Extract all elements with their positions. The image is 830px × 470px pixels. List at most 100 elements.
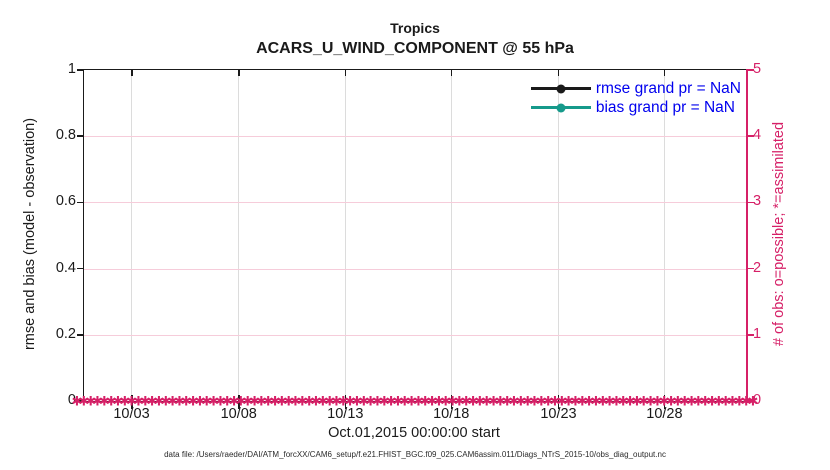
vertical-gridline [131, 70, 132, 401]
assimilated-obs-marker: ✱ [447, 393, 458, 409]
x-axis-bottom-tick [131, 395, 133, 409]
assimilated-obs-marker: ✱ [727, 393, 738, 409]
left-axis-tick [76, 201, 83, 204]
assimilated-obs-marker: ✱ [604, 393, 616, 409]
assimilated-obs-marker: ✱ [610, 393, 622, 409]
right-axis-line [746, 68, 748, 403]
x-axis-top-tick [557, 70, 560, 76]
assimilated-obs-marker: ✱ [563, 393, 575, 409]
assimilated-obs-marker: ✱ [556, 393, 568, 409]
assimilated-obs-marker: ✱ [249, 393, 260, 409]
right-y-tick-label: 4 [753, 127, 762, 144]
assimilated-obs-marker: ✱ [740, 393, 752, 409]
left-y-axis-label: rmse and bias (model - observation) [22, 117, 38, 351]
assimilated-obs-marker: ✱ [570, 393, 581, 409]
assimilated-obs-marker: ✱ [228, 393, 240, 409]
right-axis-tick [747, 334, 754, 336]
x-axis-bottom-tick [663, 395, 666, 409]
assimilated-obs-marker: ✱ [474, 393, 486, 409]
right-axis-tick [747, 69, 754, 71]
legend: rmse grand pr = NaN bias grand pr = NaN [530, 79, 741, 117]
assimilated-obs-marker: ✱ [180, 393, 192, 409]
assimilated-obs-marker: ✱ [324, 393, 336, 409]
assimilated-obs-marker: ✱ [713, 393, 725, 409]
vertical-gridline [238, 70, 240, 401]
horizontal-gridline [84, 202, 746, 204]
legend-label-bias: bias grand pr = NaN [595, 99, 735, 116]
data-file-path: data file: /Users/raeder/DAI/ATM_forcXX/… [164, 450, 666, 459]
assimilated-obs-marker: ✱ [378, 393, 390, 409]
assimilated-obs-marker: ✱ [269, 393, 281, 409]
assimilated-obs-marker: ✱ [290, 393, 301, 409]
assimilated-obs-marker: ✱ [583, 393, 595, 409]
assimilated-obs-marker: ✱ [658, 393, 670, 409]
assimilated-obs-marker: ✱ [617, 393, 629, 409]
assimilated-obs-marker: ✱ [276, 393, 288, 409]
left-y-tick-label: 0.8 [55, 127, 76, 144]
left-axis-tick [76, 69, 83, 71]
assimilated-obs-marker: ✱ [98, 393, 110, 409]
assimilated-obs-marker: ✱ [467, 393, 479, 409]
assimilated-obs-marker: ✱ [358, 393, 370, 409]
vertical-gridline [450, 70, 452, 401]
assimilated-obs-marker: ✱ [576, 393, 588, 409]
assimilated-obs-marker: ✱ [371, 393, 383, 409]
assimilated-obs-marker: ✱ [242, 393, 254, 409]
plot-title: Tropics [390, 20, 440, 36]
right-axis-tick [747, 267, 754, 270]
assimilated-obs-marker: ✱ [522, 393, 534, 409]
assimilated-obs-marker: ✱ [126, 393, 138, 409]
assimilated-obs-marker: ✱ [631, 393, 643, 409]
x-axis-top-tick [450, 70, 453, 76]
x-axis-top-tick [344, 70, 347, 76]
assimilated-obs-marker: ✱ [672, 393, 684, 409]
x-axis-top-tick [663, 70, 666, 76]
assimilated-obs-marker: ✱ [317, 393, 329, 409]
assimilated-obs-marker: ✱ [699, 393, 711, 409]
vertical-gridline [344, 70, 346, 401]
right-axis-tick [747, 400, 754, 402]
left-y-tick-label: 1 [67, 61, 76, 77]
assimilated-obs-marker: ✱ [542, 393, 554, 409]
assimilated-obs-marker: ✱ [331, 393, 342, 409]
assimilated-obs-marker: ✱ [78, 393, 90, 409]
x-axis-bottom-tick [557, 395, 560, 409]
left-y-tick-label: 0.4 [55, 259, 76, 276]
assimilated-obs-marker: ✱ [201, 393, 213, 409]
right-y-axis-label: # of obs: o=possible; *=assimilated [771, 121, 787, 347]
assimilated-obs-marker: ✱ [105, 393, 117, 409]
assimilated-obs-marker: ✱ [167, 393, 179, 409]
assimilated-obs-marker: ✱ [597, 393, 609, 409]
assimilated-obs-marker: ✱ [255, 393, 267, 409]
assimilated-obs-marker: ✱ [501, 393, 513, 409]
assimilated-obs-marker: ✱ [235, 393, 247, 409]
x-tick-label: 10/23 [540, 406, 577, 422]
horizontal-gridline [84, 334, 746, 336]
assimilated-obs-marker: ✱ [85, 393, 97, 409]
assimilated-obs-marker: ✱ [426, 393, 438, 409]
legend-item-rmse: rmse grand pr = NaN [530, 79, 741, 98]
assimilated-obs-marker: ✱ [208, 393, 220, 409]
assimilated-obs-marker: ✱ [706, 393, 718, 409]
assimilated-obs-marker: ✱ [153, 393, 165, 409]
assimilated-obs-marker: ✱ [508, 393, 520, 409]
x-tick-label: 10/03 [113, 406, 150, 422]
assimilated-obs-marker: ✱ [529, 393, 540, 409]
x-tick-label: 10/28 [646, 406, 683, 422]
assimilated-obs-marker: ✱ [440, 393, 452, 409]
assimilated-obs-marker: ✱ [406, 393, 418, 409]
horizontal-gridline [84, 268, 746, 270]
assimilated-obs-marker: ✱ [747, 393, 759, 409]
vertical-gridline [663, 70, 665, 401]
assimilated-obs-marker: ✱ [187, 393, 199, 409]
obs-count-marker-band: ✱ ✱ ✱ ✱ ✱ ✱ ✱ ✱ ✱ ✱ ✱ ✱ ✱ ✱ ✱ ✱ ✱ ✱ ✱ ✱ ✱ ✱ ✱ ✱ ✱ ✱ ✱ ✱ ✱ ✱ ✱ ✱ ✱ ✱ ✱ ✱ ✱ ✱ ✱ ✱… [72, 393, 759, 409]
title-block: Tropics ACARS_U_WIND_COMPONENT @ 55 hPa [0, 18, 830, 60]
assimilated-obs-marker: ✱ [92, 393, 103, 409]
assimilated-obs-marker: ✱ [686, 393, 697, 409]
assimilated-obs-marker: ✱ [351, 393, 363, 409]
assimilated-obs-marker: ✱ [194, 393, 206, 409]
bias-line-sample [530, 103, 591, 112]
assimilated-obs-marker: ✱ [214, 393, 226, 409]
assimilated-obs-marker: ✱ [133, 393, 144, 409]
